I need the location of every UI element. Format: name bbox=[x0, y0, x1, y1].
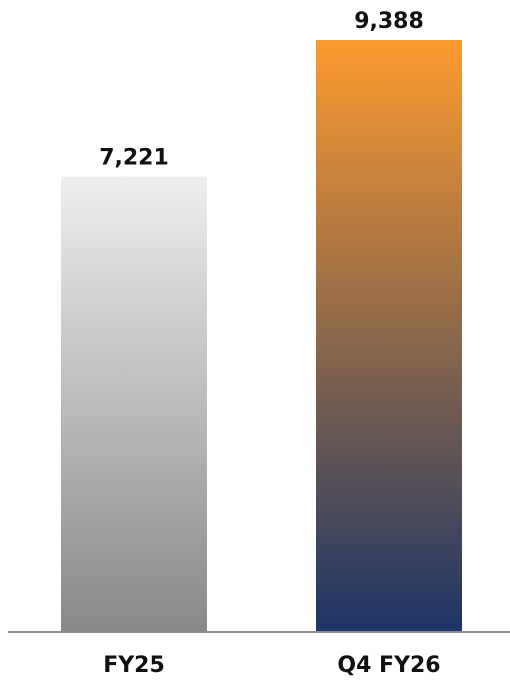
value-label-fy25: 7,221 bbox=[99, 146, 169, 171]
bar-fy25 bbox=[61, 176, 207, 632]
value-label-q4-fy26: 9,388 bbox=[354, 9, 424, 34]
category-labels: FY25 Q4 FY26 bbox=[103, 653, 440, 678]
bar-q4-fy26 bbox=[316, 40, 462, 632]
value-labels: 7,221 9,388 bbox=[99, 9, 424, 171]
category-label-fy25: FY25 bbox=[103, 653, 165, 678]
category-label-q4-fy26: Q4 FY26 bbox=[337, 653, 440, 678]
bars bbox=[61, 40, 462, 632]
